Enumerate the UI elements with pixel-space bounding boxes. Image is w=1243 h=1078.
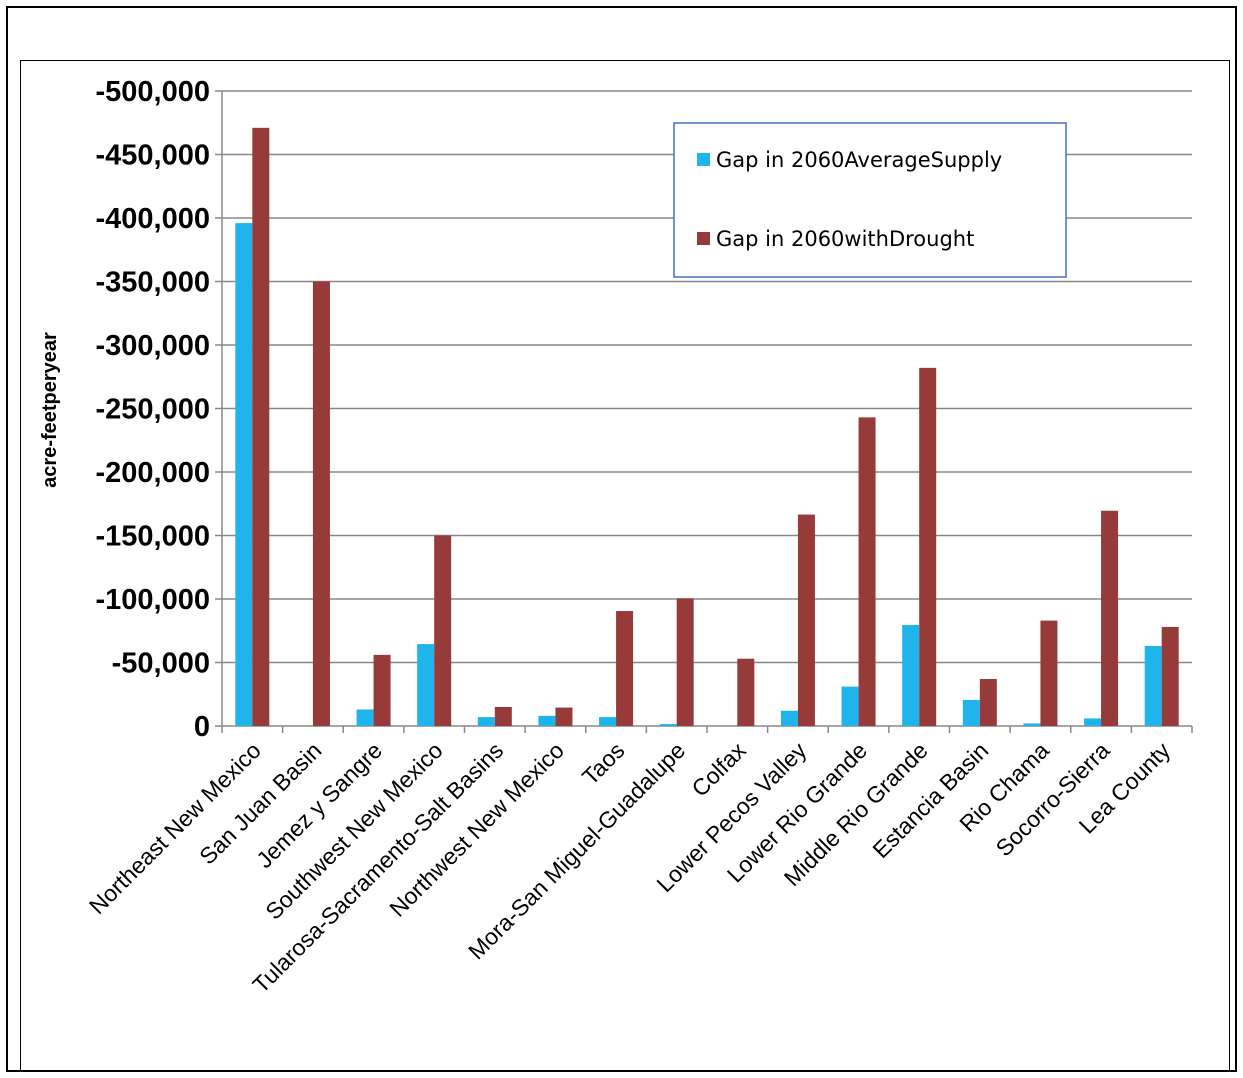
bar-with-drought [979,679,997,726]
chart-plot-frame [20,60,1230,1070]
bar-with-drought [919,367,937,726]
y-tick-label: -350,000 [96,267,211,299]
bar-average-supply [538,715,556,726]
y-tick-label: 0 [194,711,210,743]
bar-with-drought [373,654,391,726]
bar-average-supply [902,625,920,726]
bars [235,127,1179,726]
bar-with-drought [676,598,694,726]
y-tick-label: -450,000 [96,140,211,172]
bar-with-drought [1161,626,1179,726]
y-tick-label: -500,000 [96,76,211,108]
y-tick-label: -250,000 [96,394,211,426]
y-tick-label: -300,000 [96,330,211,362]
bar-with-drought [858,417,876,726]
bar-average-supply [1023,723,1041,726]
x-category-label: Taos [577,737,630,790]
legend-label-average-supply: Gap in 2060AverageSupply [716,148,1002,172]
bar-average-supply [1084,718,1102,726]
bar-average-supply [659,724,677,726]
bar-average-supply [1144,645,1162,726]
bar-with-drought [737,658,755,726]
y-tick-label: -200,000 [96,457,211,489]
y-tick-labels: 0 -50,000 -100,000 -150,000 -200,000 -250,000… [96,76,211,743]
legend: Gap in 2060AverageSupply Gap in 2060with… [673,122,1067,278]
bar-with-drought [252,127,270,726]
bar-average-supply [841,686,859,726]
bar-with-drought [555,707,573,726]
y-tick-label: -100,000 [96,584,211,616]
bar-average-supply [235,223,253,726]
y-tick-label: -50,000 [112,648,210,680]
bar-with-drought [494,706,512,726]
y-tick-label: -150,000 [96,521,211,553]
bar-average-supply [780,710,798,726]
legend-label-with-drought: Gap in 2060withDrought [716,227,974,251]
bar-average-supply [356,709,374,726]
chart-outer-frame [6,6,1237,1072]
bar-average-supply [477,717,495,726]
bar-average-supply [417,644,435,726]
y-axis-label: acre-feetperyear [39,332,61,488]
bar-average-supply [599,717,617,726]
legend-swatch-with-drought [697,232,710,245]
bar-with-drought [797,514,815,726]
bar-with-drought [1040,620,1058,726]
bar-average-supply [962,699,980,726]
bar-with-drought [312,281,330,726]
legend-box [673,122,1067,278]
bar-with-drought [1101,510,1119,726]
bar-with-drought [434,535,452,726]
y-tick-label: -400,000 [96,203,211,235]
bar-with-drought [616,611,634,726]
legend-swatch-average-supply [697,153,710,166]
